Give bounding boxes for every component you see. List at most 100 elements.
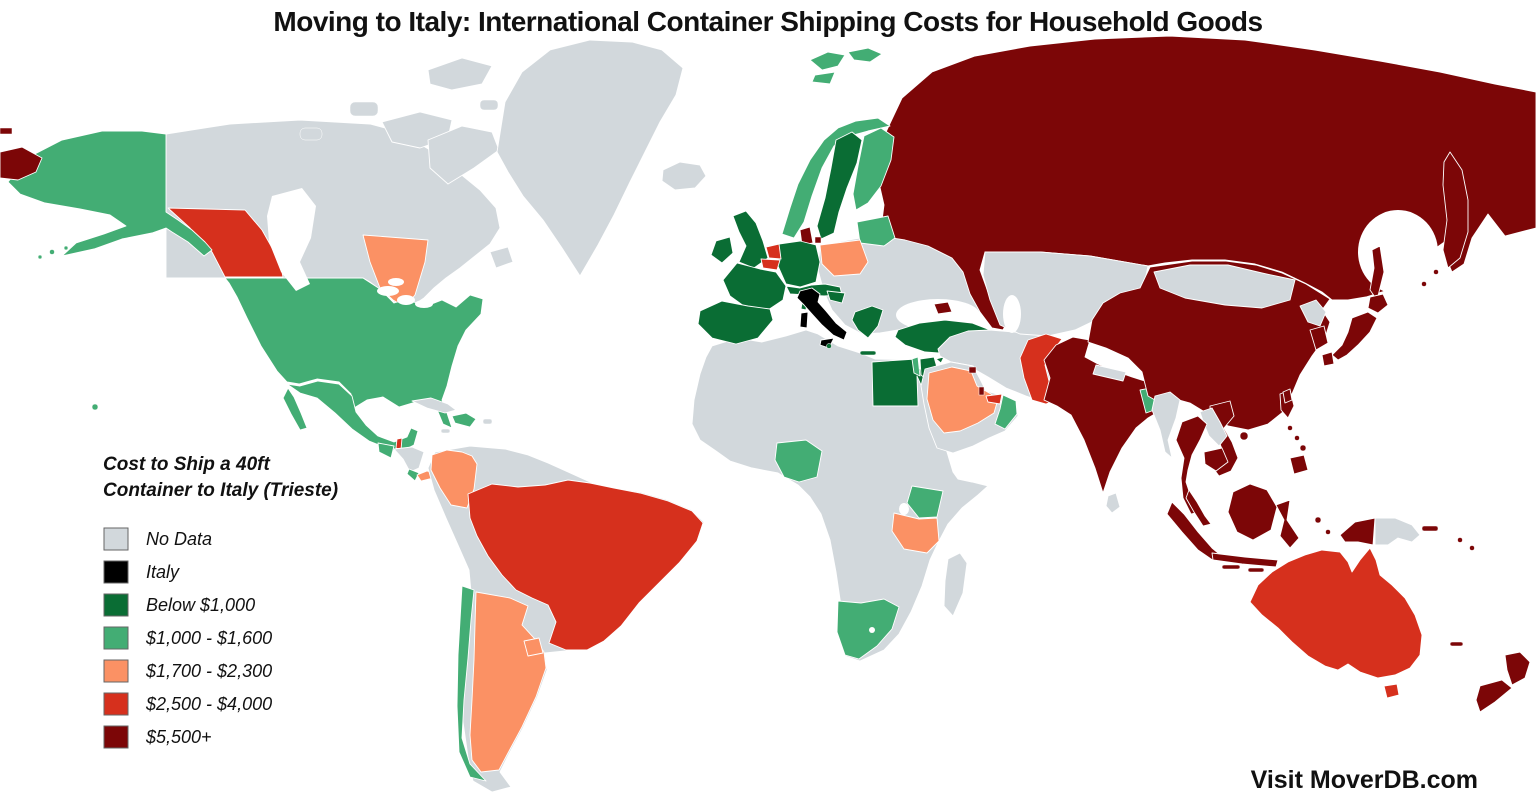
country-russia-kamchatka [1442,151,1469,269]
legend-item-5500-plus: $5,500+ [103,725,423,749]
region-hawaii [91,403,99,411]
region-svalbard [811,71,836,85]
country-greece [851,305,884,339]
country-north-korea [1299,299,1327,327]
aleutian-island [37,254,43,260]
country-kenya [906,485,944,519]
country-japan-kyushu [1321,351,1335,367]
aleutian-island [63,245,69,251]
lesotho-enclave [869,627,875,633]
attribution-link: Visit MoverDB.com [1250,766,1478,794]
country-malta [826,343,832,349]
legend-item-1700-2300: $1,700 - $2,300 [103,659,423,683]
country-new-zealand-south [1475,679,1513,713]
country-south-africa [836,598,900,660]
lake-superior [377,286,399,296]
country-japan-hokkaido [1367,293,1389,314]
country-cyprus [935,356,945,364]
legend-label: $1,000 - $1,600 [146,627,273,648]
country-mongolia [1153,264,1296,309]
country-philippines-mindanao [1289,454,1309,475]
country-ireland [710,236,734,264]
country-indonesia-borneo [1227,483,1278,541]
legend-label: No Data [146,528,213,549]
country-south-korea [1309,325,1329,351]
country-denmark-zealand [814,236,822,244]
lake-erie-ontario [415,300,433,308]
legend-title-line1: Cost to Ship a 40ft [103,454,270,475]
country-greenland [496,39,684,277]
legend-title-line2: Container to Italy (Trieste) [103,479,339,501]
country-argentina [469,591,547,773]
map-title: Moving to Italy: International Container… [273,6,1263,37]
country-italy [796,287,848,341]
country-costa-rica [406,468,420,482]
country-indonesia-papua [1339,517,1376,546]
region-svalbard [847,47,883,63]
country-brazil [467,479,704,651]
solomon-island [1469,545,1475,551]
country-netherlands [765,243,782,260]
legend-swatch-1000-1600 [103,626,129,650]
country-canada-arctic-isle [299,127,323,141]
country-france [722,262,787,311]
country-cuba [411,397,457,414]
legend: Cost to Ship a 40ft Container to Italy (… [103,452,423,758]
country-sri-lanka [1105,492,1121,514]
country-philippines-visayas [1294,435,1300,441]
legend-swatch-5500-plus [103,725,129,749]
country-canada-newfoundland [489,246,514,269]
country-mexico [286,380,419,453]
region-baltic-states [856,215,896,247]
country-uruguay [523,637,544,657]
lesser-sunda-island [1247,567,1265,573]
region-central-asia-nodata [982,251,1149,337]
country-germany [777,240,821,288]
legend-title: Cost to Ship a 40ft Container to Italy (… [103,452,423,503]
country-canada-ellesmere-island [427,57,493,91]
country-philippines-visayas [1299,444,1307,452]
country-cambodia [1203,447,1229,472]
country-indonesia-java [1211,552,1279,568]
kuril-island [1421,281,1427,287]
legend-swatch-1700-2300 [103,659,129,683]
legend-swatch-below-1000 [103,593,129,617]
country-japan-honshu [1331,311,1378,361]
country-china-hainan [1239,431,1249,441]
country-uae [985,393,1003,405]
region-svalbard [809,51,846,71]
country-new-zealand-north [1504,651,1531,686]
legend-swatch-italy [103,560,129,584]
legend-item-italy: Italy [103,560,423,584]
aleutian-island [49,249,55,255]
country-australia-tasmania [1383,683,1400,699]
country-indonesia-moluccas [1325,529,1331,535]
country-poland [819,239,869,277]
legend-item-no-data: No Data [103,527,423,551]
sea-of-okhotsk [1358,210,1438,294]
country-colombia [430,449,478,509]
country-chile [456,585,487,782]
lake-michigan-huron [397,295,415,305]
new-caledonia [1449,641,1464,647]
country-iceland [661,161,707,191]
country-jamaica [440,428,451,434]
country-mexico-baja [282,387,308,431]
country-oman [994,394,1018,430]
country-italy-sardinia [799,311,809,329]
legend-swatch-no-data [103,527,129,551]
country-kuwait [968,366,977,374]
country-taiwan [1282,388,1293,404]
legend-label: Italy [146,561,180,582]
country-guatemala [377,442,395,459]
region-africa-nodata [691,329,989,662]
country-indonesia-sulawesi [1275,499,1300,549]
legend-label: $1,700 - $2,300 [146,660,273,681]
legend-label: $2,500 - $4,000 [146,693,273,714]
legend-item-below-1000: Below $1,000 [103,593,423,617]
country-belgium [760,258,781,271]
country-russia-wrangel [0,127,13,135]
legend-item-1000-1600: $1,000 - $1,600 [103,626,423,650]
country-dominican-republic [451,412,477,428]
solomon-island [1457,537,1463,543]
